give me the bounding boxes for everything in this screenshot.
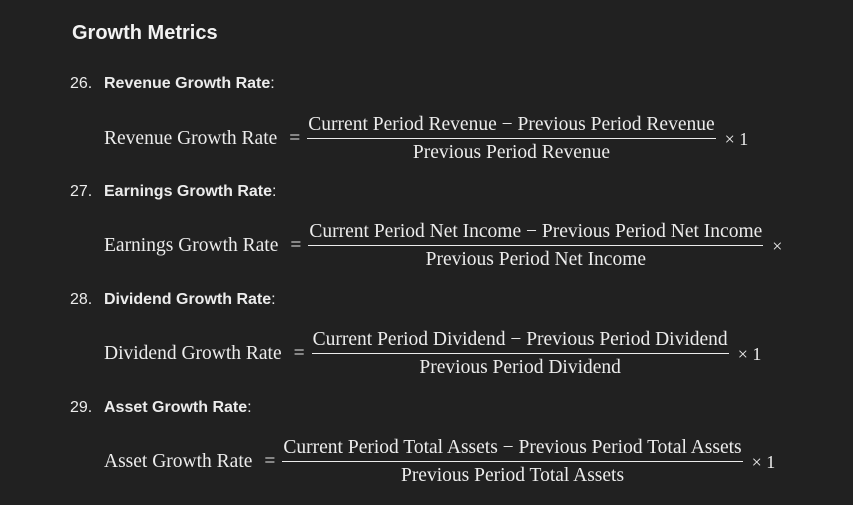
list-number: 28. — [70, 291, 93, 308]
metric-label: Earnings Growth Rate — [104, 183, 273, 200]
equals-sign: = — [290, 235, 302, 256]
list-item-dividend-growth: 28. Dividend Growth Rate: — [70, 291, 276, 309]
multiply-term: × 1 — [751, 451, 776, 472]
equals-sign: = — [264, 451, 276, 472]
formula-lhs: Dividend Growth Rate — [104, 343, 282, 364]
metric-label: Asset Growth Rate — [104, 399, 248, 416]
formula-asset-growth: Asset Growth Rate = Current Period Total… — [104, 432, 783, 492]
formula-dividend-growth: Dividend Growth Rate = Current Period Di… — [104, 324, 783, 384]
fraction-numerator: Current Period Net Income − Previous Per… — [308, 221, 764, 246]
label-colon: : — [271, 291, 276, 308]
label-colon: : — [247, 399, 252, 416]
metric-label: Revenue Growth Rate — [104, 75, 271, 92]
multiply-term: × 1 — [737, 343, 762, 364]
fraction-denominator: Previous Period Revenue — [412, 142, 611, 163]
formula-revenue-growth: Revenue Growth Rate = Current Period Rev… — [104, 109, 783, 169]
fraction: Current Period Revenue − Previous Period… — [306, 114, 716, 164]
list-item-earnings-growth: 27. Earnings Growth Rate: — [70, 183, 276, 201]
label-colon: : — [272, 183, 277, 200]
list-number: 26. — [70, 75, 93, 92]
list-item-revenue-growth: 26. Revenue Growth Rate: — [70, 75, 275, 93]
fraction: Current Period Total Assets − Previous P… — [281, 437, 743, 487]
list-item-asset-growth: 29. Asset Growth Rate: — [70, 399, 252, 417]
label-colon: : — [270, 75, 275, 92]
multiply-term: × 1 — [772, 235, 783, 256]
formula-earnings-growth: Earnings Growth Rate = Current Period Ne… — [104, 216, 783, 276]
formula-lhs: Earnings Growth Rate — [104, 235, 279, 256]
list-number: 29. — [70, 399, 93, 416]
fraction-denominator: Previous Period Dividend — [419, 357, 621, 378]
section-heading: Growth Metrics — [72, 22, 218, 44]
multiply-term: × 1 — [724, 128, 749, 149]
list-number: 27. — [70, 183, 93, 200]
metric-label: Dividend Growth Rate — [104, 291, 272, 308]
fraction-denominator: Previous Period Total Assets — [400, 465, 625, 486]
fraction-numerator: Current Period Dividend − Previous Perio… — [311, 329, 729, 354]
fraction: Current Period Dividend − Previous Perio… — [311, 329, 730, 379]
formula-lhs: Revenue Growth Rate — [104, 128, 278, 149]
fraction-numerator: Current Period Revenue − Previous Period… — [307, 114, 716, 139]
equals-sign: = — [289, 128, 301, 149]
fraction-numerator: Current Period Total Assets − Previous P… — [282, 437, 743, 462]
fraction: Current Period Net Income − Previous Per… — [307, 221, 764, 271]
fraction-denominator: Previous Period Net Income — [425, 249, 647, 270]
equals-sign: = — [293, 343, 305, 364]
formula-lhs: Asset Growth Rate — [104, 451, 253, 472]
